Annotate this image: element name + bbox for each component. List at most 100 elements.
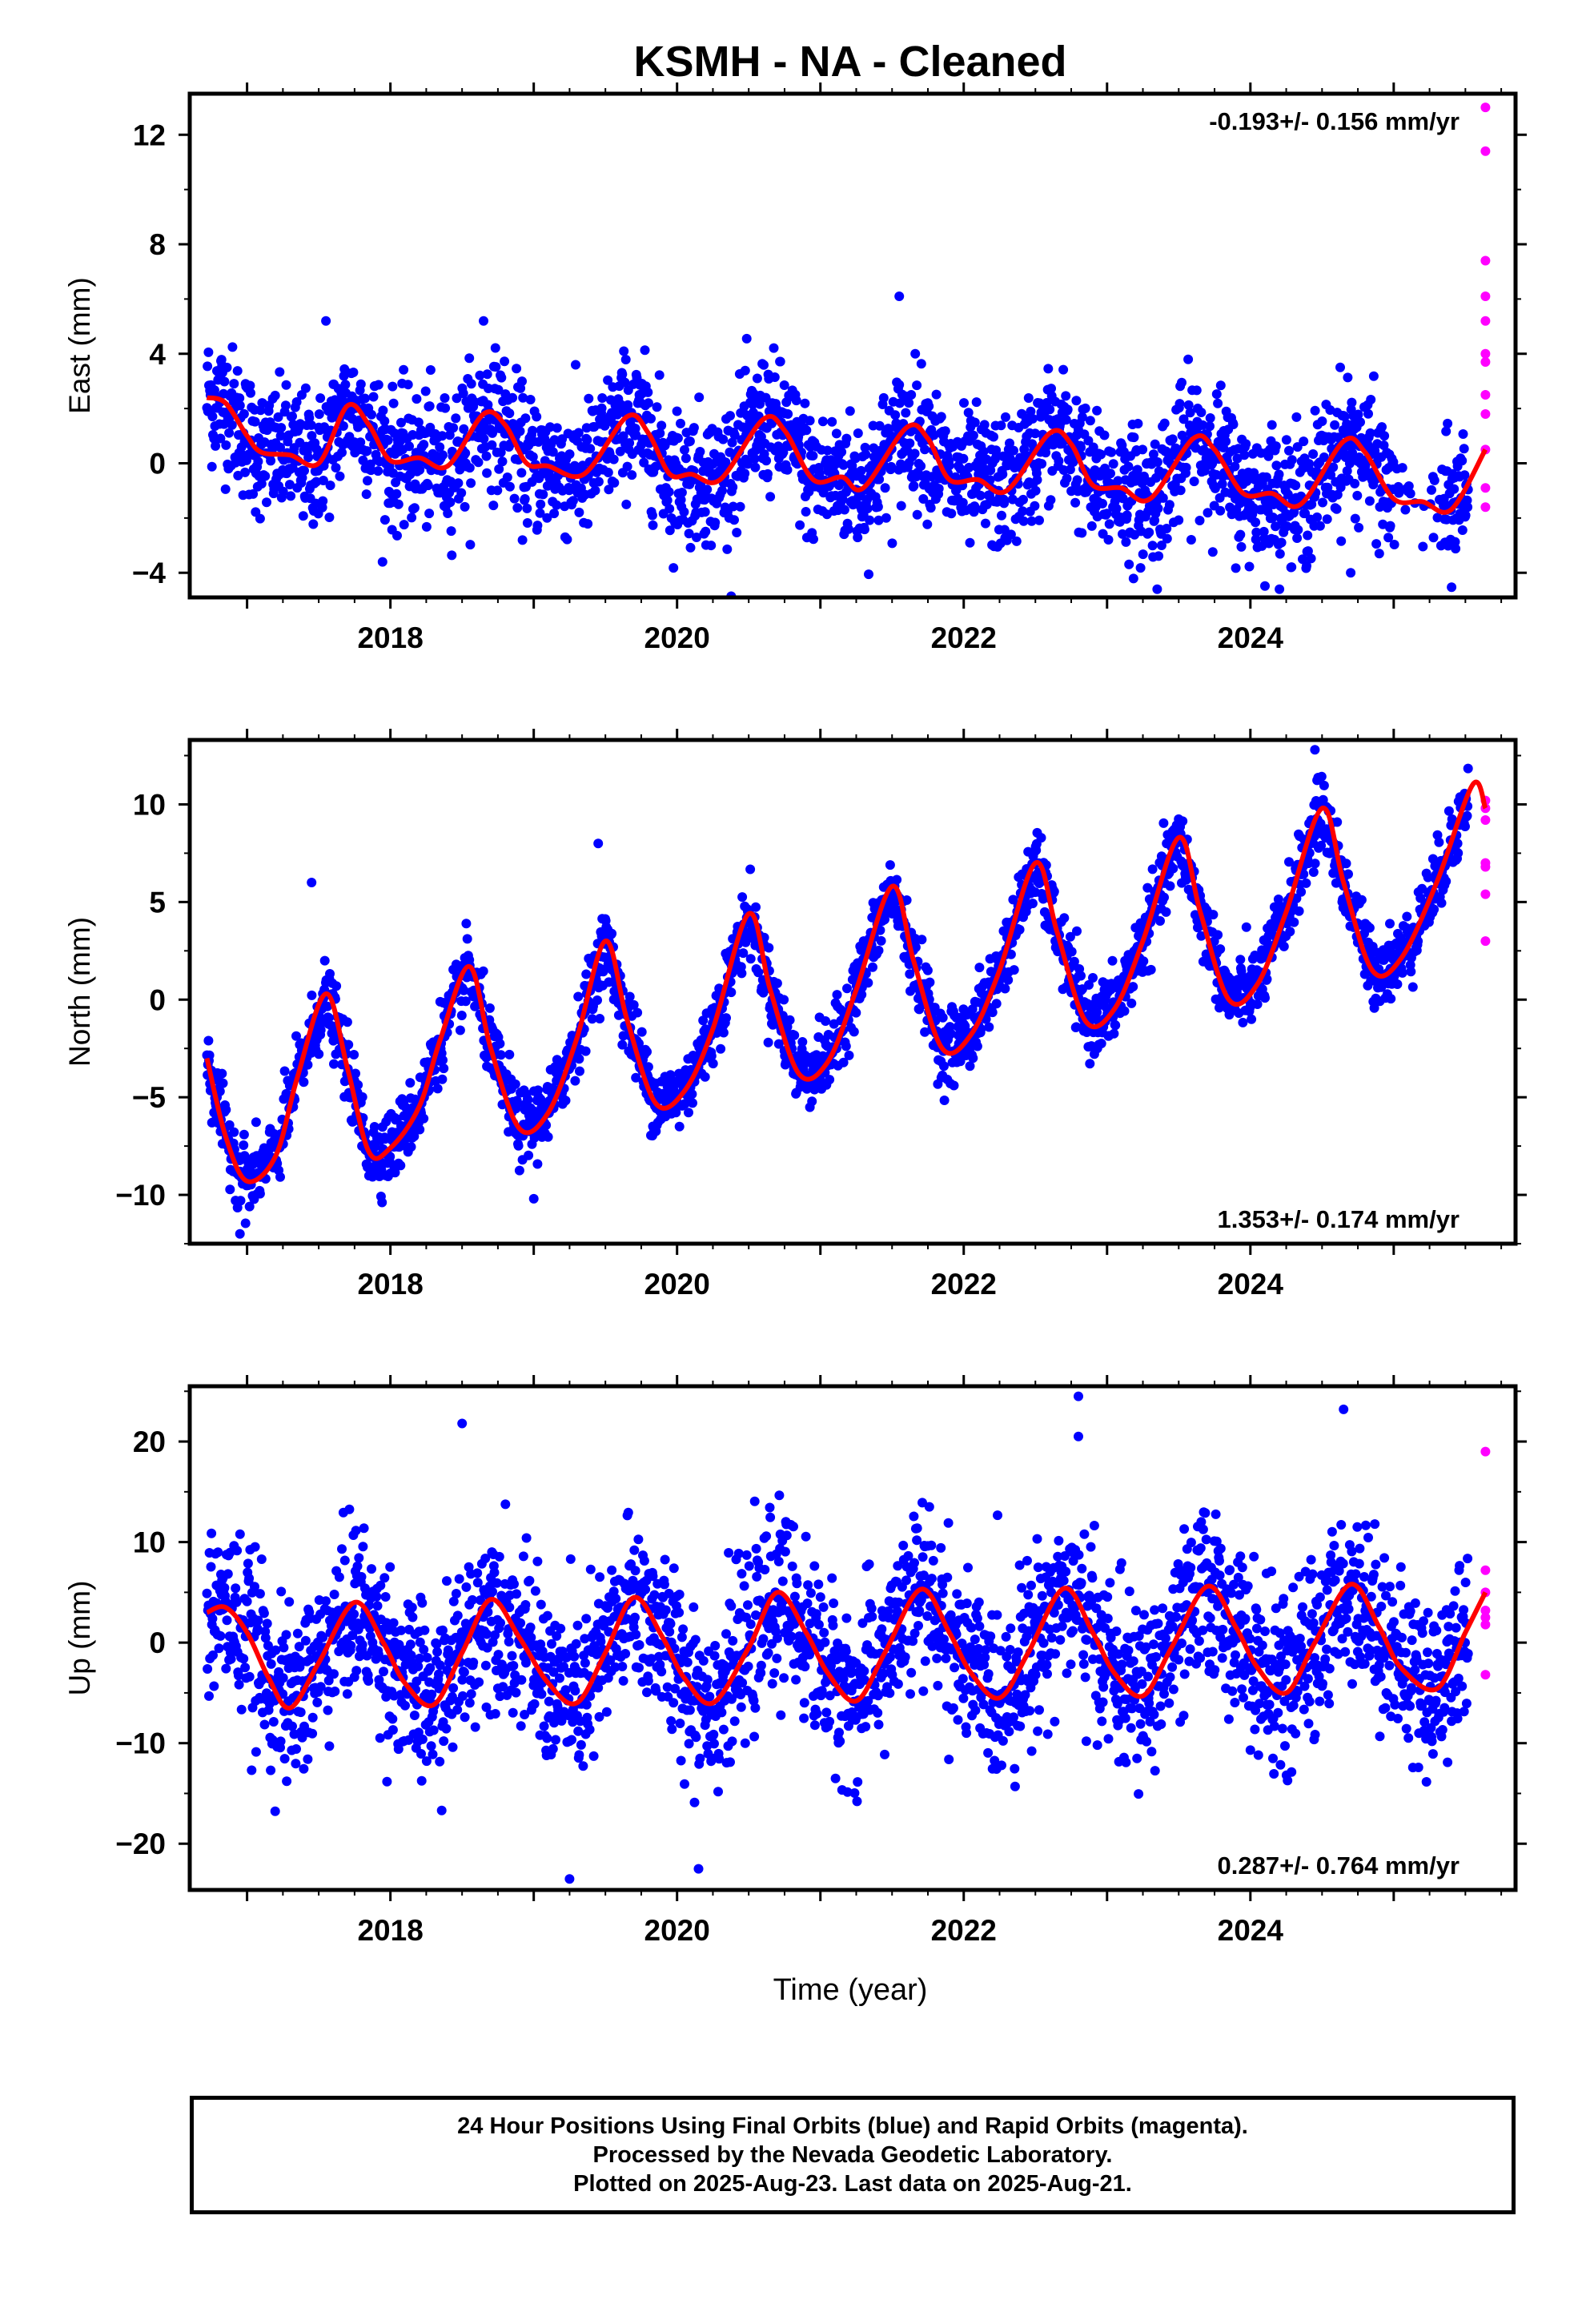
north-final-orbit-point <box>587 1014 597 1024</box>
north-final-orbit-point <box>1301 878 1311 888</box>
east-final-orbit-point <box>321 316 331 326</box>
north-final-orbit-point <box>455 1025 465 1035</box>
north-final-orbit-point <box>863 978 873 988</box>
east-final-orbit-point <box>1144 527 1154 537</box>
east-final-orbit-point <box>717 485 727 496</box>
east-final-orbit-point <box>1302 561 1311 571</box>
east-final-orbit-point <box>978 446 989 456</box>
east-final-orbit-point <box>1088 442 1098 452</box>
east-final-orbit-point <box>622 461 632 472</box>
east-final-orbit-point <box>1292 533 1303 543</box>
north-final-orbit-point <box>524 1150 534 1160</box>
east-final-orbit-point <box>393 499 404 509</box>
north-final-orbit-point <box>323 1013 334 1023</box>
east-rapid-orbit-point <box>1480 103 1491 113</box>
north-final-orbit-point <box>700 1072 710 1082</box>
east-final-orbit-point <box>1111 504 1122 514</box>
north-final-orbit-point <box>1109 1028 1119 1039</box>
east-final-orbit-point <box>801 507 811 517</box>
north-final-orbit-point <box>580 1046 591 1056</box>
east-final-orbit-point <box>573 428 584 438</box>
north-final-orbit-point <box>1158 818 1169 828</box>
east-final-orbit-point <box>931 389 942 400</box>
north-final-orbit-point <box>1006 949 1016 959</box>
north-final-orbit-point <box>1126 998 1137 1008</box>
east-final-orbit-point <box>1457 525 1468 535</box>
east-final-orbit-point <box>596 403 607 413</box>
east-final-orbit-point <box>958 453 969 464</box>
east-final-orbit-point <box>783 409 793 419</box>
east-final-orbit-point <box>221 440 231 450</box>
east-final-orbit-point <box>1186 535 1196 545</box>
north-final-orbit-point <box>972 1041 982 1051</box>
east-final-orbit-point <box>448 423 459 433</box>
north-final-orbit-point <box>1076 971 1086 981</box>
east-final-orbit-point <box>689 423 699 433</box>
east-final-orbit-point <box>583 519 593 529</box>
east-final-orbit-point <box>706 541 717 551</box>
north-final-orbit-point <box>1319 780 1329 790</box>
east-final-orbit-point <box>672 406 682 416</box>
north-final-orbit-point <box>329 1059 339 1069</box>
east-rapid-orbit-point <box>1480 316 1491 326</box>
east-final-orbit-point <box>582 435 592 445</box>
east-final-orbit-point <box>404 441 414 452</box>
east-final-orbit-point <box>1147 541 1158 551</box>
east-final-orbit-point <box>597 393 608 403</box>
north-final-orbit-point <box>726 987 737 998</box>
east-rapid-orbit-point <box>1480 292 1491 301</box>
east-final-orbit-point <box>728 501 738 512</box>
east-final-orbit-point <box>1102 509 1112 519</box>
east-final-orbit-point <box>460 448 471 458</box>
east-final-orbit-point <box>862 504 873 513</box>
east-final-orbit-point <box>665 525 675 536</box>
east-final-orbit-point <box>1153 503 1163 513</box>
north-final-orbit-point <box>377 1197 387 1208</box>
east-final-orbit-point <box>1195 516 1205 525</box>
east-final-orbit-point <box>831 428 841 439</box>
north-final-orbit-point <box>204 1050 215 1060</box>
east-final-orbit-point <box>1318 497 1327 508</box>
east-final-orbit-point <box>1389 540 1399 549</box>
east-final-orbit-point <box>1322 514 1332 525</box>
north-final-orbit-point <box>1196 931 1207 941</box>
north-final-orbit-point <box>1413 936 1423 947</box>
east-final-orbit-point <box>1335 482 1346 493</box>
east-final-orbit-point <box>1122 510 1132 521</box>
east-final-orbit-point <box>676 495 686 505</box>
east-final-orbit-point <box>318 476 328 485</box>
east-final-orbit-point <box>1018 494 1028 505</box>
east-final-orbit-point <box>1235 529 1246 540</box>
north-final-orbit-point <box>513 1140 524 1151</box>
east-final-orbit-point <box>647 510 657 521</box>
north-final-orbit-point <box>925 977 935 987</box>
east-final-orbit-point <box>873 515 884 525</box>
east-final-orbit-point <box>1113 476 1123 486</box>
north-final-orbit-point <box>217 1068 227 1079</box>
east-final-orbit-point <box>1118 493 1128 504</box>
east-final-orbit-point <box>227 342 238 352</box>
north-final-orbit-point <box>543 1132 553 1142</box>
north-final-orbit-point <box>319 955 330 966</box>
east-x-tick-label: 2022 <box>931 621 997 654</box>
east-final-orbit-point <box>425 365 436 375</box>
east-final-orbit-point <box>1460 470 1470 480</box>
east-final-orbit-point <box>727 437 737 448</box>
east-final-orbit-point <box>1196 408 1207 417</box>
north-final-orbit-point <box>674 1121 685 1132</box>
north-final-orbit-point <box>303 1059 313 1070</box>
east-final-orbit-point <box>1158 493 1168 503</box>
east-final-orbit-point <box>574 507 584 517</box>
east-final-orbit-point <box>363 476 372 486</box>
east-final-orbit-point <box>1077 528 1087 538</box>
east-final-orbit-point <box>905 438 915 448</box>
east-final-orbit-point <box>479 433 489 444</box>
north-final-orbit-point <box>523 1095 533 1105</box>
east-final-orbit-point <box>337 448 347 457</box>
east-final-orbit-point <box>858 474 869 485</box>
east-final-orbit-point <box>1178 414 1189 424</box>
east-final-orbit-point <box>211 440 221 451</box>
north-final-orbit-point <box>738 948 749 959</box>
east-final-orbit-point <box>1023 393 1034 403</box>
east-final-orbit-point <box>652 402 662 412</box>
